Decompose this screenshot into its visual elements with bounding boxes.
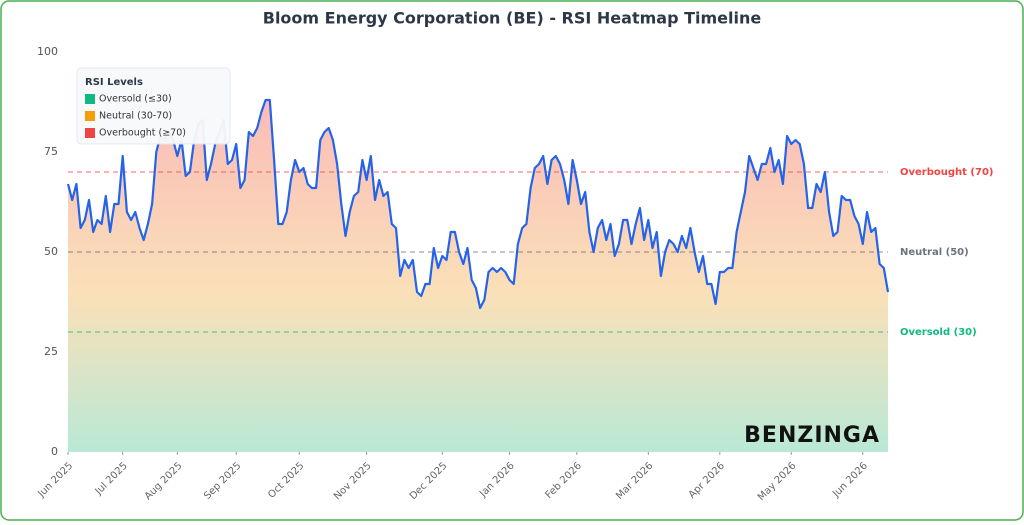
rsi-area	[68, 100, 888, 452]
legend-swatch	[85, 94, 95, 104]
reference-label: Oversold (30)	[900, 327, 977, 338]
watermark: BENZINGA	[744, 423, 880, 448]
legend-label: Oversold (≤30)	[99, 94, 172, 105]
legend-label: Neutral (30-70)	[99, 111, 172, 122]
legend-box	[76, 67, 231, 145]
y-tick-label: 0	[51, 445, 58, 458]
y-tick-label: 25	[44, 345, 58, 358]
y-tick-label: 75	[44, 145, 58, 158]
legend-swatch	[85, 111, 95, 121]
rsi-line	[66, 98, 890, 310]
chart-title: Bloom Energy Corporation (BE) - RSI Heat…	[263, 9, 762, 28]
legend-swatch	[85, 128, 95, 138]
y-tick-label: 50	[44, 245, 58, 258]
y-tick-label: 100	[37, 45, 58, 58]
legend-label: Overbought (≥70)	[99, 128, 186, 139]
reference-label: Overbought (70)	[900, 167, 993, 178]
legend-title: RSI Levels	[85, 77, 143, 88]
reference-label: Neutral (50)	[900, 247, 969, 258]
